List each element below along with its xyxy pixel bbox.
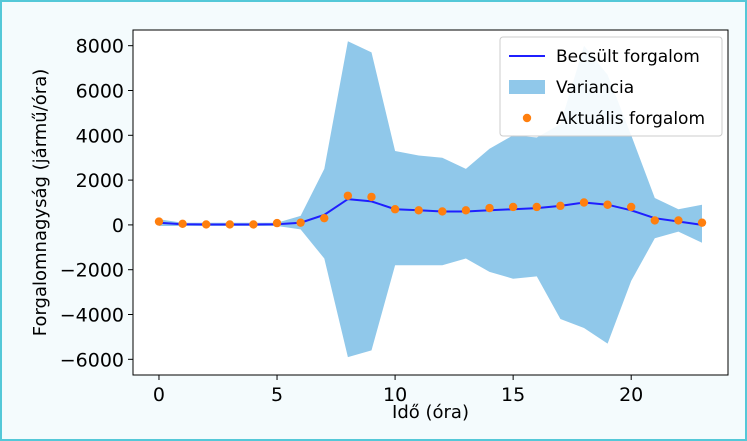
legend-marker-variancia xyxy=(509,80,545,94)
x-axis-label: Idő (óra) xyxy=(392,402,469,423)
actual-traffic-point xyxy=(272,218,282,228)
actual-traffic-point xyxy=(603,200,612,209)
y-axis-label: Forgalomnagyság (jármű/óra) xyxy=(30,69,51,337)
x-tick-label: 15 xyxy=(501,384,525,406)
actual-traffic-point xyxy=(249,220,258,229)
x-tick-label: 0 xyxy=(153,384,165,406)
actual-traffic-point xyxy=(343,191,353,200)
y-tick-label: 8000 xyxy=(76,36,124,58)
legend-label-becsult-forgalom: Becsült forgalom xyxy=(556,47,700,67)
y-tick-label: 2000 xyxy=(76,170,124,192)
legend: Becsült forgalom Variancia Aktuális forg… xyxy=(499,36,723,137)
actual-traffic-point xyxy=(201,220,211,229)
actual-traffic-point xyxy=(650,216,660,225)
axes: 0 5 10 15 20 −6000 −4000 −2000 0 2000 4000 6000 8000 xyxy=(60,29,729,406)
actual-traffic-point xyxy=(674,216,683,225)
plot-border xyxy=(132,29,729,376)
x-tick-label: 20 xyxy=(619,384,643,406)
actual-traffic-point xyxy=(461,206,471,215)
y-tick-label: 6000 xyxy=(76,80,124,102)
y-tick-label: 0 xyxy=(112,215,124,237)
legend-label-aktualis-forgalom: Aktuális forgalom xyxy=(556,109,705,129)
actual-traffic-point xyxy=(390,205,400,214)
actual-traffic-point xyxy=(296,218,305,227)
actual-traffic-point xyxy=(626,202,636,212)
y-tick-label: −2000 xyxy=(60,260,124,282)
actual-traffic-point xyxy=(438,207,447,216)
x-tick-label: 10 xyxy=(383,384,407,406)
y-tick-label: −6000 xyxy=(60,349,124,371)
actual-traffic-point xyxy=(414,206,423,215)
actual-traffic-point xyxy=(532,202,541,212)
actual-traffic-point xyxy=(485,203,494,213)
actual-traffic-point xyxy=(320,213,329,223)
actual-traffic-point xyxy=(178,219,187,228)
actual-traffic-point xyxy=(367,192,376,202)
y-tick-label: −4000 xyxy=(60,305,124,327)
x-tick-label: 5 xyxy=(271,384,283,406)
y-tick-label: 4000 xyxy=(76,125,124,147)
actual-traffic-point xyxy=(225,220,235,229)
actual-traffic-point xyxy=(154,217,164,226)
legend-label-variancia: Variancia xyxy=(556,78,634,98)
actual-traffic-point xyxy=(508,202,518,212)
actual-traffic-point xyxy=(556,201,565,211)
actual-traffic-point xyxy=(579,198,589,207)
legend-box xyxy=(499,36,723,137)
actual-traffic-point xyxy=(697,218,707,227)
legend-marker-aktualis-forgalom xyxy=(522,113,532,123)
